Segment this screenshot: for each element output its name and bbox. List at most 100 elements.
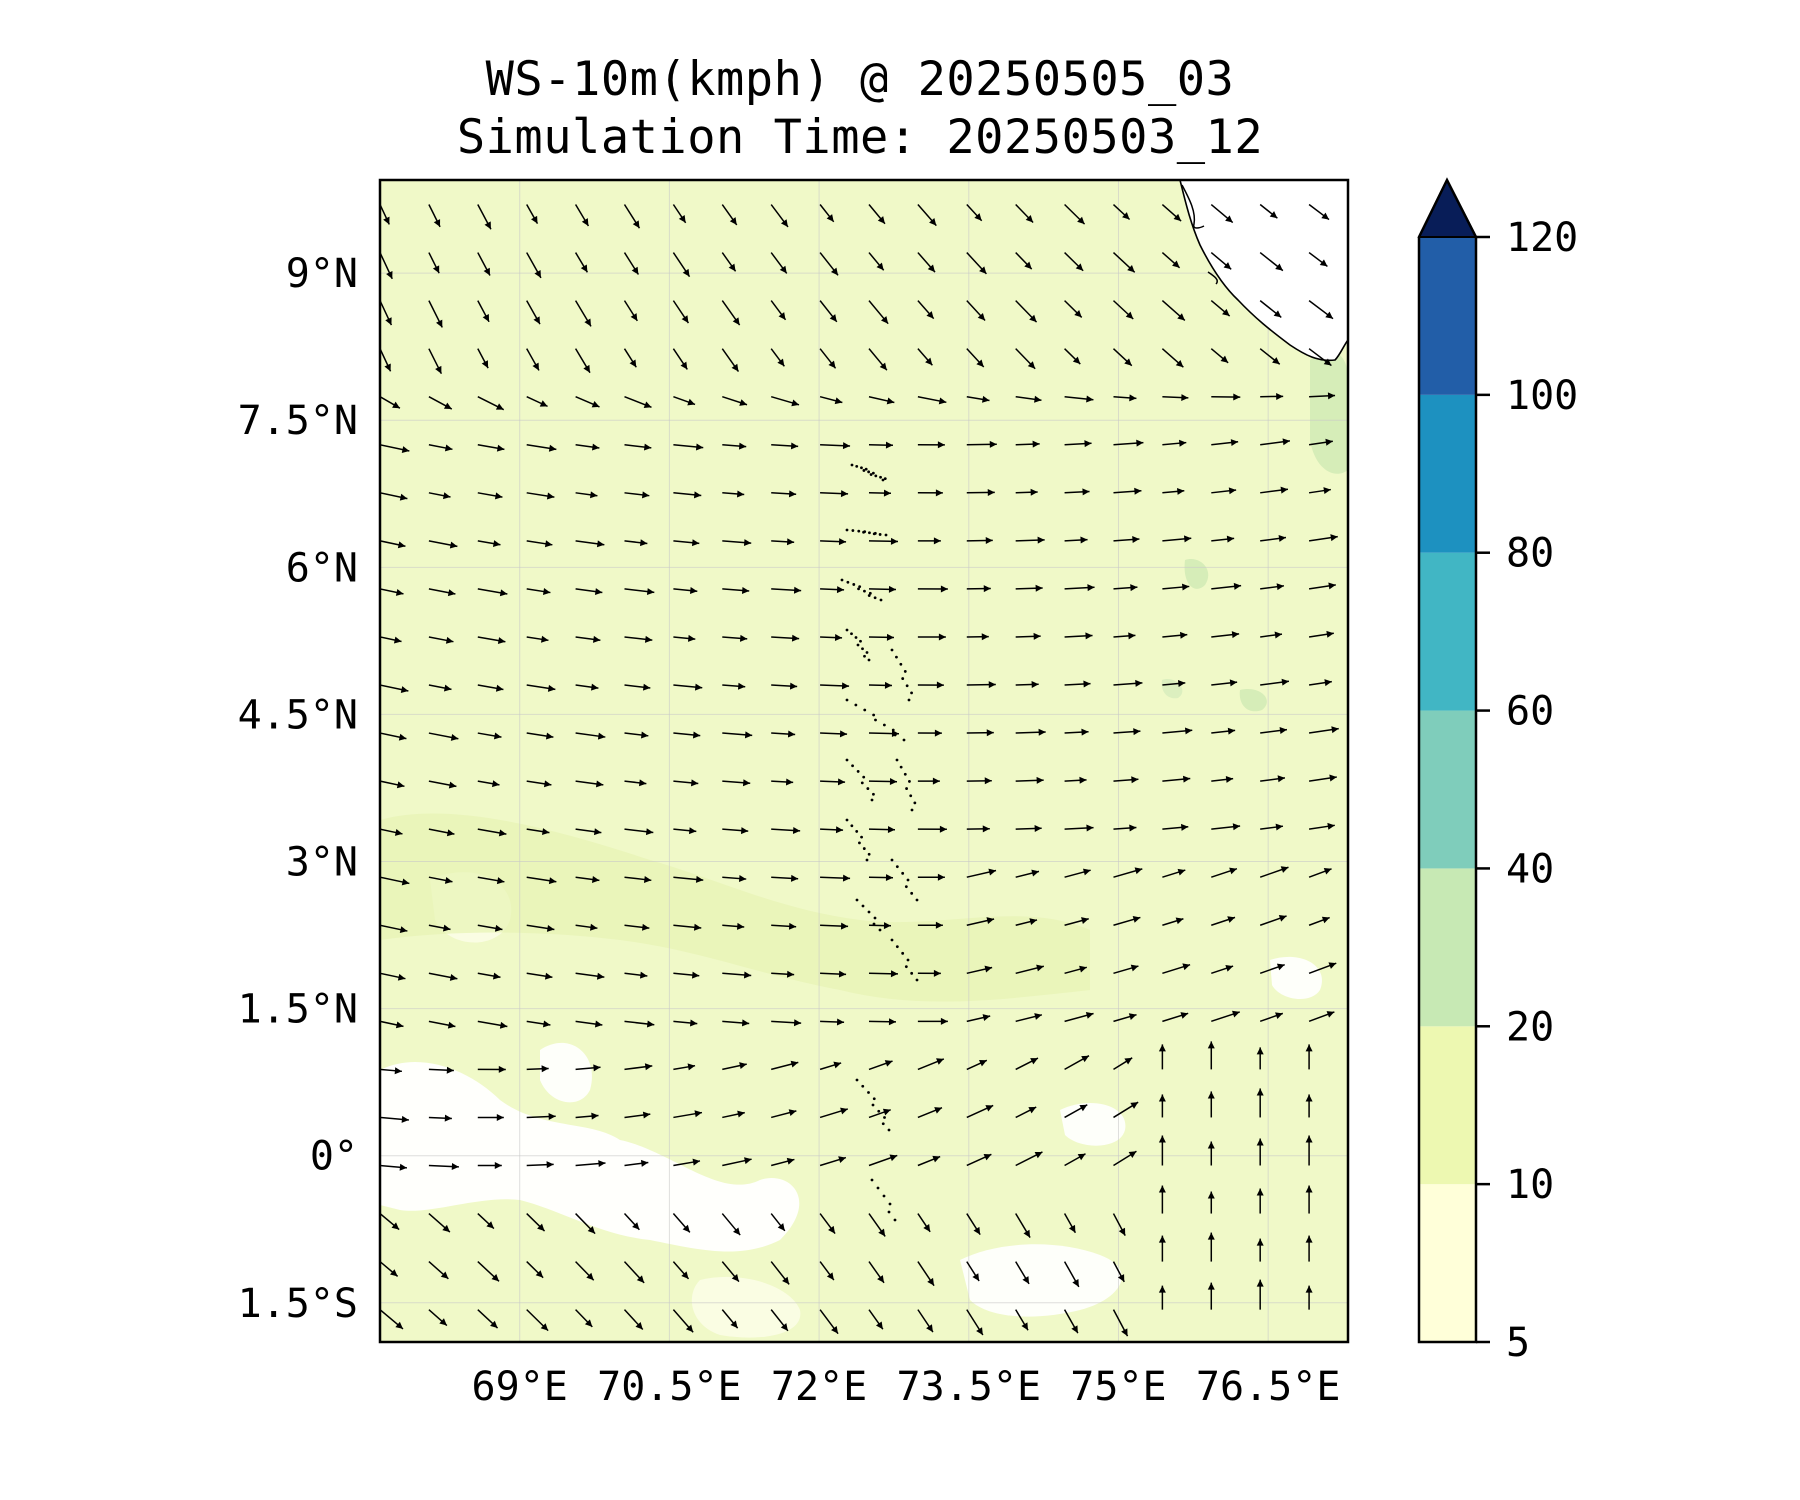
wind-arrow (1112, 252, 1136, 273)
wind-arrow (771, 778, 794, 786)
wind-arrow (1308, 774, 1337, 782)
atoll-dot (879, 475, 882, 479)
wind-arrow (1308, 962, 1337, 975)
atoll-dot (910, 891, 914, 895)
wind-arrow (380, 876, 410, 886)
low-wind-patch (960, 1244, 1122, 1317)
wind-arrow (1015, 824, 1042, 832)
longitude-tick-label: 72°E (771, 1364, 867, 1410)
map-title: WS-10m(kmph) @ 20250505_03 (485, 52, 1235, 107)
colorbar-bin (1419, 868, 1476, 1027)
wind-arrow (770, 395, 800, 407)
wind-arrow (722, 779, 751, 787)
wind-arrow (868, 1261, 885, 1284)
wind-arrow (477, 924, 503, 932)
atoll-dot (854, 636, 858, 639)
wind-arrow (380, 396, 401, 409)
wind-arrow (1064, 868, 1091, 878)
wind-arrow (380, 1309, 404, 1330)
wind-arrow (1256, 1188, 1264, 1214)
wind-arrow (1015, 964, 1045, 975)
wind-arrow (1308, 1011, 1335, 1023)
atoll-dot (846, 580, 850, 584)
atoll-dot (867, 852, 871, 856)
wind-arrow (722, 539, 752, 547)
wind-arrow (526, 635, 549, 643)
atoll-dot (895, 758, 899, 762)
atoll-dot (865, 858, 869, 862)
wind-arrow (1308, 582, 1336, 590)
wind-arrow (721, 1213, 741, 1236)
wind-arrow (917, 873, 945, 881)
wind-arrow (1305, 1285, 1313, 1310)
wind-arrow (917, 1261, 935, 1287)
wind-arrow (721, 1309, 739, 1329)
wind-arrow (868, 922, 892, 930)
wind-arrow (477, 732, 502, 740)
wind-arrow (428, 828, 455, 837)
wind-arrow (1161, 348, 1184, 368)
wind-arrow (820, 826, 844, 834)
wind-arrow (477, 1020, 508, 1029)
wind-arrow (1211, 1010, 1240, 1023)
wind-arrow (526, 444, 557, 452)
wind-arrow (917, 825, 947, 833)
wind-arrow (771, 1019, 802, 1027)
wind-arrow (1113, 679, 1143, 687)
wind-arrow (819, 252, 839, 276)
wind-arrow (721, 204, 738, 226)
wind-arrow (966, 300, 986, 321)
wind-arrow (770, 348, 785, 367)
atoll-dot (903, 670, 907, 673)
wind-arrow (1113, 394, 1137, 402)
wind-arrow (1162, 963, 1191, 975)
atoll-dot (878, 928, 882, 932)
wind-arrow (380, 204, 390, 225)
wind-arrow (380, 1020, 404, 1029)
atoll-dot (851, 529, 855, 532)
atoll-dot (855, 830, 859, 833)
wind-arrow (526, 348, 540, 371)
wind-arrow (1259, 348, 1281, 365)
atoll-dot (895, 865, 899, 869)
atoll-dot (868, 591, 872, 595)
wind-arrow (1064, 917, 1089, 926)
wind-arrow (868, 395, 895, 405)
wind-arrow (1161, 203, 1182, 222)
wind-arrow (428, 636, 454, 644)
wind-arrow (771, 730, 796, 738)
wind-arrow (1259, 914, 1287, 926)
wind-arrow (477, 1261, 500, 1282)
wind-arrow (1015, 252, 1033, 270)
wind-arrow (526, 204, 539, 225)
atoll-dot (901, 677, 905, 680)
wind-arrow (868, 1309, 884, 1330)
colorbar-tick-label: 100 (1506, 373, 1578, 419)
atoll-dot (845, 698, 849, 702)
wind-arrow (428, 492, 451, 500)
wind-arrow (917, 585, 948, 593)
wind-arrow (380, 1163, 407, 1171)
wind-arrow (966, 440, 997, 448)
atoll-dot (910, 971, 914, 975)
atoll-dot (881, 1122, 885, 1126)
atoll-dot (869, 473, 873, 476)
wind-arrow (722, 395, 748, 406)
wind-arrow (722, 971, 752, 979)
wind-arrow (673, 491, 702, 499)
atoll-dot (906, 878, 910, 882)
wind-arrow (1162, 583, 1190, 591)
atoll-dot (855, 898, 859, 902)
wind-arrow (770, 1309, 789, 1332)
wind-arrow (966, 1309, 984, 1336)
wind-arrow (966, 868, 997, 878)
longitude-tick-label: 76.5°E (1196, 1364, 1341, 1410)
wind-arrow (966, 585, 991, 593)
wind-arrow (477, 684, 504, 692)
wind-arrow (477, 492, 503, 500)
wind-arrow (722, 586, 750, 594)
wind-arrow (672, 348, 688, 370)
wind-arrow (1259, 866, 1289, 878)
wind-arrow (966, 204, 983, 222)
atoll-dot (845, 528, 849, 532)
